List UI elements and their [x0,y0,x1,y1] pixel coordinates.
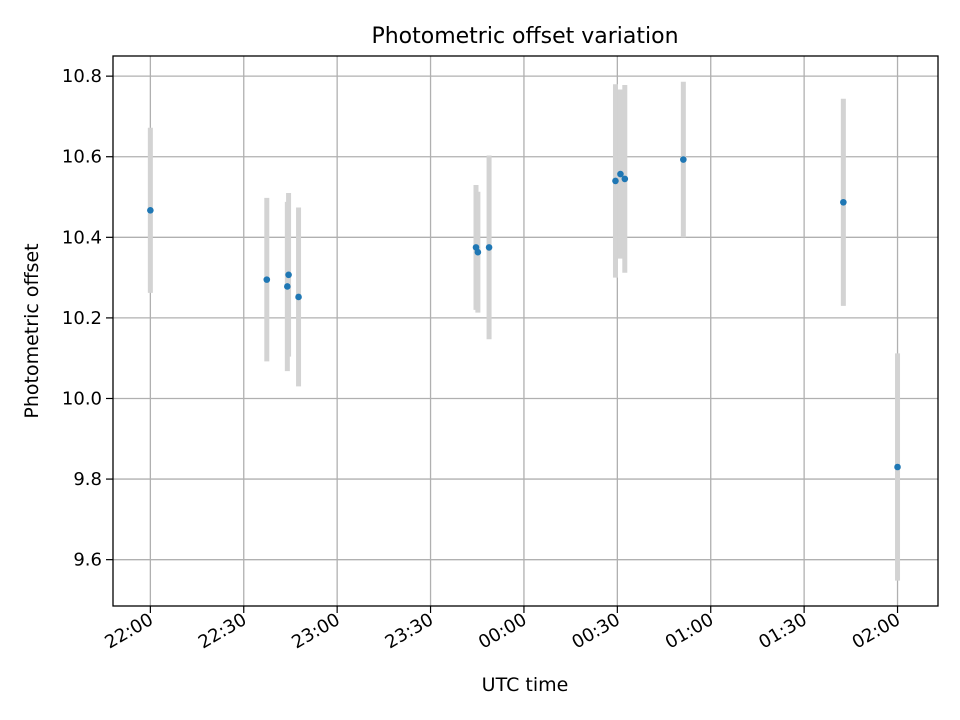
data-point [617,170,624,178]
y-tick-label: 10.6 [62,147,102,168]
plot-frame [112,55,939,607]
data-point [894,463,901,471]
data-point [612,177,619,185]
x-tick-label: 23:30 [382,609,437,653]
data-point [284,283,291,290]
y-axis-label: Photometric offset [21,243,43,418]
x-tick-label: 22:00 [101,609,156,653]
data-points [147,156,901,471]
data-point [621,175,629,183]
x-axis-label: UTC time [482,674,569,696]
y-tick-label: 9.6 [73,550,102,571]
chart-title: Photometric offset variation [371,24,678,49]
x-axis-ticks: 22:00 22:30 23:00 23:30 00:00 00:30 01:00 01:30… [101,606,904,653]
x-tick-label: 01:00 [662,609,717,653]
data-point [485,244,493,251]
y-tick-label: 9.8 [73,469,102,490]
x-tick-label: 01:30 [755,609,810,653]
data-point [263,276,271,283]
y-tick-label: 10.8 [62,66,102,87]
y-tick-label: 10.2 [62,308,102,329]
y-axis-ticks: 9.6 9.8 10.0 10.2 10.4 10.6 10.8 [62,66,113,571]
x-tick-label: 00:00 [475,609,530,653]
x-tick-label: 00:30 [568,609,623,653]
x-tick-label: 22:30 [195,609,250,653]
data-point [295,293,302,301]
data-point [147,207,154,214]
y-tick-label: 10.0 [62,388,102,409]
data-point [680,156,687,163]
data-point [840,198,847,206]
data-point [285,271,292,279]
x-tick-label: 02:00 [849,609,904,653]
x-tick-label: 23:00 [288,609,343,653]
grid [113,56,938,606]
data-point [474,248,482,256]
y-tick-label: 10.4 [62,227,102,248]
